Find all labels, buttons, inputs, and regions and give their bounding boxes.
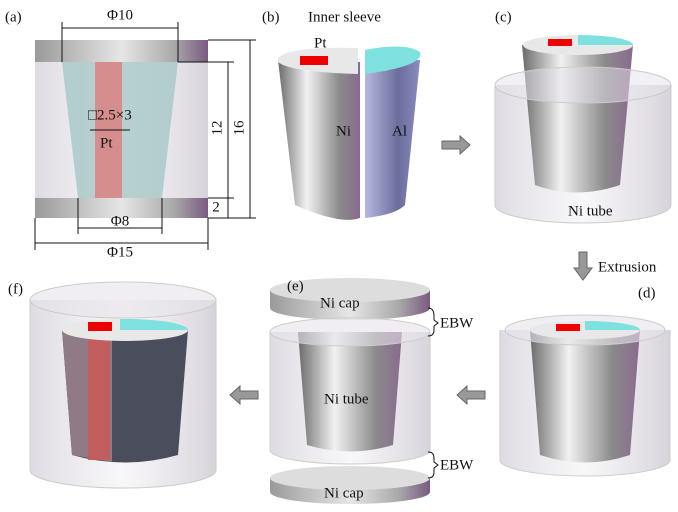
dimension: 2 bbox=[212, 199, 220, 215]
arrow bbox=[457, 386, 485, 404]
dimension: 12 bbox=[209, 121, 225, 136]
pt-top bbox=[556, 324, 580, 331]
label: Al bbox=[392, 123, 407, 139]
panel-label: (d) bbox=[638, 285, 656, 301]
label: EBW bbox=[440, 315, 474, 331]
label: EBW bbox=[440, 457, 474, 473]
dimension: Φ8 bbox=[111, 213, 129, 229]
label: Ni tube bbox=[568, 203, 613, 219]
panel-label: (e) bbox=[287, 278, 304, 294]
tube-top bbox=[495, 67, 671, 103]
pt-top bbox=[548, 39, 572, 46]
panel-label: (a) bbox=[5, 9, 22, 25]
label: Pt bbox=[100, 135, 113, 151]
tube-top bbox=[30, 282, 216, 318]
dimension: 16 bbox=[231, 120, 247, 136]
dimension: Φ10 bbox=[107, 7, 133, 23]
pt-strip bbox=[88, 330, 110, 460]
step-label: Extrusion bbox=[598, 259, 657, 275]
tube-top bbox=[270, 318, 430, 346]
panel-d: (d) bbox=[500, 285, 670, 476]
dimension: Φ15 bbox=[107, 244, 133, 260]
panel-b: (b) Inner sleeve Pt Ni Al bbox=[262, 9, 420, 219]
panel-e: (e) Ni cap EBW Ni tube EBW Ni cap bbox=[270, 278, 474, 504]
panel-label: (f) bbox=[8, 281, 23, 297]
label: Ni bbox=[336, 123, 351, 139]
label: Ni cap bbox=[320, 295, 360, 311]
sleeve bbox=[530, 330, 640, 463]
dimension: □2.5×3 bbox=[88, 107, 132, 123]
panel-a: (a) Φ10 12 16 □2.5×3 Pt 2 Φ8 Φ15 bbox=[5, 7, 256, 260]
panel-f: (f) bbox=[8, 281, 216, 488]
panel-label: (c) bbox=[495, 9, 512, 25]
pt-top bbox=[300, 56, 328, 65]
label: Pt bbox=[314, 35, 327, 51]
arrow bbox=[442, 136, 470, 154]
diagram: (a) Φ10 12 16 □2.5×3 Pt 2 Φ8 Φ15 (b) Inn… bbox=[0, 0, 678, 507]
arrow bbox=[230, 386, 258, 404]
label: Ni cap bbox=[324, 485, 364, 501]
arrow bbox=[574, 252, 592, 280]
ni-sleeve bbox=[278, 60, 360, 220]
panel-c: (c) Ni tube bbox=[495, 9, 671, 223]
pt-top bbox=[88, 322, 112, 331]
top-band bbox=[35, 40, 208, 62]
title: Inner sleeve bbox=[308, 9, 381, 25]
panel-label: (b) bbox=[262, 9, 280, 25]
al-top bbox=[578, 35, 633, 45]
label: Ni tube bbox=[324, 391, 369, 407]
